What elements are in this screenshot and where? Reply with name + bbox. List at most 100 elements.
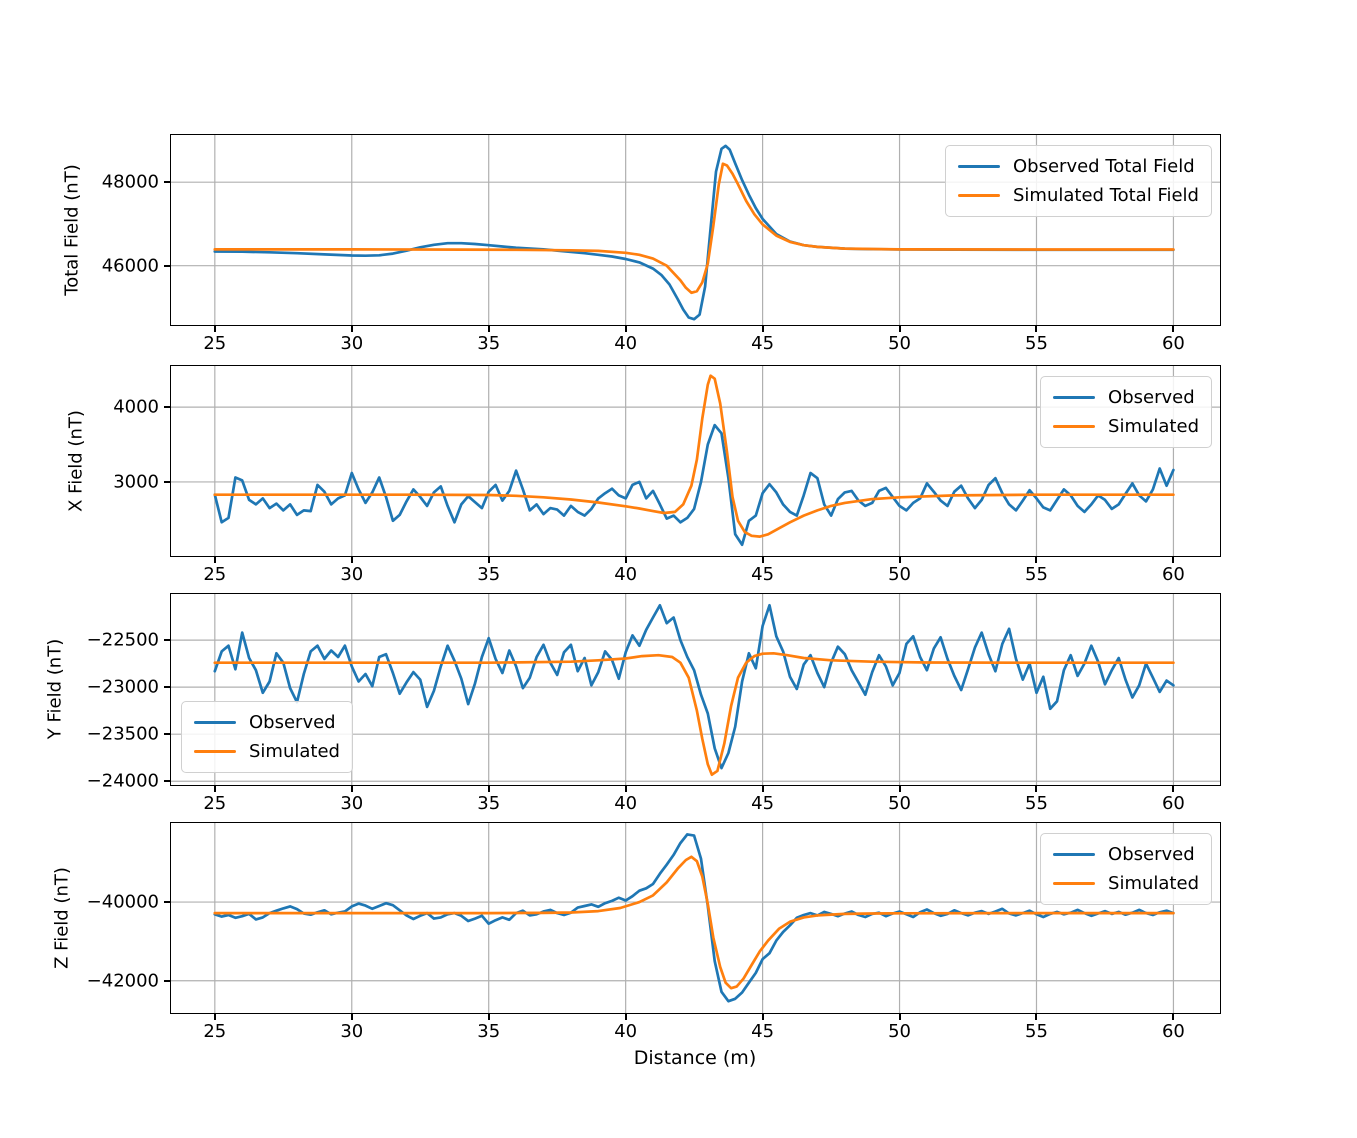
x-tick-label: 55 xyxy=(1025,333,1048,354)
x-tick-mark xyxy=(898,1014,901,1020)
y-tick-mark xyxy=(164,733,170,736)
plot-area-y-field: Observed Simulated xyxy=(170,593,1221,786)
legend-entry: Observed xyxy=(1052,383,1200,412)
x-tick-label: 50 xyxy=(888,1021,911,1042)
x-tick-label: 45 xyxy=(751,564,775,585)
x-tick-label: 60 xyxy=(1161,333,1185,354)
legend-line-sample xyxy=(1053,853,1096,856)
y-tick-mark xyxy=(164,181,170,184)
x-tick-label: 35 xyxy=(477,1021,501,1042)
x-tick-mark xyxy=(487,557,490,563)
x-tick-mark xyxy=(1035,1014,1038,1020)
x-tick-mark xyxy=(213,1014,216,1020)
x-tick-label: 60 xyxy=(1161,564,1185,585)
legend-entry-label: Simulated Total Field xyxy=(1013,185,1199,206)
legend-entry-label: Simulated xyxy=(1108,873,1199,894)
legend-entry-label: Simulated xyxy=(1108,416,1199,437)
x-tick-label: 60 xyxy=(1161,793,1185,814)
x-tick-mark xyxy=(1035,557,1038,563)
x-tick-mark xyxy=(487,1014,490,1020)
y-field-plot xyxy=(171,594,1220,785)
legend-entry: Observed xyxy=(193,708,341,737)
legend-entry: Observed xyxy=(1052,840,1200,869)
legend-entry-label: Simulated xyxy=(249,741,340,762)
series-line-observed xyxy=(213,603,1175,770)
x-tick-label: 60 xyxy=(1161,1021,1185,1042)
x-tick-mark xyxy=(350,326,353,332)
y-tick-mark xyxy=(164,264,170,267)
x-tick-label: 35 xyxy=(477,333,501,354)
x-tick-label: 25 xyxy=(203,793,227,814)
y-tick-label: −23000 xyxy=(86,676,159,698)
x-tick-mark xyxy=(624,557,627,563)
x-tick-mark xyxy=(1172,557,1175,563)
legend-line-sample xyxy=(194,721,236,724)
y-tick-label: −24000 xyxy=(86,770,159,792)
legend-line-sample xyxy=(958,165,1000,168)
legend-line-sample xyxy=(1053,882,1096,885)
y-axis-label-total-field: Total Field (nT) xyxy=(61,164,83,296)
series-line-simulated xyxy=(213,374,1175,538)
x-tick-mark xyxy=(1172,1014,1175,1020)
x-tick-mark xyxy=(350,557,353,563)
x-tick-mark xyxy=(487,786,490,792)
x-tick-label: 40 xyxy=(614,793,638,814)
legend-total-field-(nt): Observed Total Field Simulated Total Fiel… xyxy=(945,145,1212,217)
legend-z-field-(nt): Observed Simulated xyxy=(1040,833,1212,905)
x-tick-label: 25 xyxy=(203,1021,227,1042)
y-tick-label: 48000 xyxy=(101,171,159,193)
legend-line-sample xyxy=(194,750,236,753)
legend-entry-label: Observed xyxy=(1108,387,1195,408)
x-tick-mark xyxy=(213,326,216,332)
legend-y-field-(nt): Observed Simulated xyxy=(181,701,353,773)
x-tick-mark xyxy=(350,786,353,792)
x-tick-mark xyxy=(898,786,901,792)
x-tick-label: 35 xyxy=(477,564,501,585)
legend-x-field-(nt): Observed Simulated xyxy=(1040,376,1212,448)
x-tick-mark xyxy=(213,786,216,792)
x-tick-mark xyxy=(898,326,901,332)
x-tick-mark xyxy=(761,786,764,792)
legend-entry-label: Observed Total Field xyxy=(1013,156,1195,177)
x-tick-label: 55 xyxy=(1025,793,1048,814)
x-tick-label: 25 xyxy=(203,333,227,354)
x-tick-label: 30 xyxy=(340,793,364,814)
x-tick-mark xyxy=(350,1014,353,1020)
x-tick-label: 50 xyxy=(888,793,911,814)
legend-entry: Simulated xyxy=(1052,412,1200,441)
y-tick-mark xyxy=(164,901,170,904)
legend-entry: Simulated xyxy=(1052,869,1200,898)
x-tick-mark xyxy=(624,786,627,792)
series-line-simulated xyxy=(213,651,1175,777)
series-line-simulated-total-field xyxy=(213,162,1175,295)
y-tick-label: −23500 xyxy=(86,723,159,745)
x-tick-label: 30 xyxy=(340,1021,364,1042)
y-tick-label: −40000 xyxy=(86,891,159,913)
x-tick-mark xyxy=(213,557,216,563)
legend-line-sample xyxy=(1053,425,1096,428)
x-tick-mark xyxy=(1172,786,1175,792)
series-line-simulated xyxy=(213,855,1175,990)
x-tick-mark xyxy=(624,326,627,332)
x-tick-label: 40 xyxy=(614,333,638,354)
legend-entry: Simulated xyxy=(193,737,341,766)
x-axis-label-distance: Distance (m) xyxy=(633,1047,757,1069)
x-tick-label: 50 xyxy=(888,333,911,354)
legend-entry: Simulated Total Field xyxy=(957,181,1200,210)
x-tick-mark xyxy=(1035,326,1038,332)
x-tick-label: 50 xyxy=(888,564,911,585)
plot-area-total-field: Observed Total Field Simulated Total Fiel… xyxy=(170,134,1221,326)
plot-area-x-field: Observed Simulated xyxy=(170,365,1221,557)
x-tick-label: 25 xyxy=(203,564,227,585)
y-tick-label: 3000 xyxy=(113,471,159,493)
x-tick-label: 45 xyxy=(751,1021,775,1042)
x-tick-mark xyxy=(1035,786,1038,792)
series-line-observed xyxy=(213,833,1175,1003)
y-tick-mark xyxy=(164,639,170,642)
x-tick-label: 35 xyxy=(477,793,501,814)
series-line-observed xyxy=(213,423,1175,547)
x-tick-mark xyxy=(761,1014,764,1020)
legend-entry-label: Observed xyxy=(249,712,336,733)
x-tick-label: 55 xyxy=(1025,564,1048,585)
